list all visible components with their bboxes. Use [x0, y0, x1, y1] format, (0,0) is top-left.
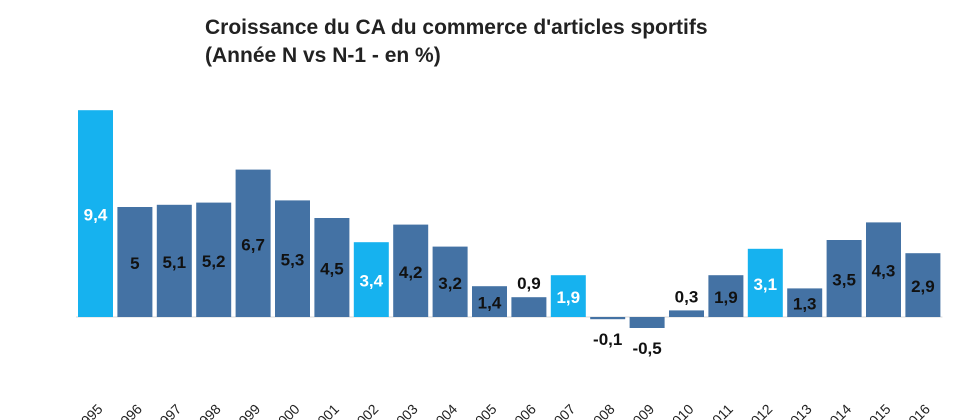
bar-2006 [511, 297, 547, 317]
x-tick-label-2002: 2002 [348, 401, 381, 420]
x-tick-label-1997: 1997 [151, 401, 184, 420]
x-tick-label-2007: 2007 [545, 401, 578, 420]
value-label-2010: 0,3 [675, 287, 699, 306]
x-tick-label-2004: 2004 [427, 401, 460, 420]
bar-2005 [472, 286, 507, 317]
value-label-2009: -0,5 [632, 339, 661, 358]
value-label-2016: 2,9 [911, 277, 935, 296]
bar-2007 [550, 275, 586, 317]
value-label-1998: 5,2 [202, 252, 226, 271]
x-tick-label-2000: 2000 [269, 401, 302, 420]
value-label-2011: 1,9 [714, 288, 738, 307]
x-tick-label-2008: 2008 [584, 401, 617, 420]
bar-2008 [590, 317, 626, 320]
value-label-2013: 1,3 [793, 295, 817, 314]
x-tick-label-2001: 2001 [309, 401, 342, 420]
value-label-2003: 4,2 [399, 263, 423, 282]
bar-2012 [747, 248, 783, 317]
x-tick-label-1995: 1995 [72, 401, 105, 420]
value-label-2001: 4,5 [320, 260, 344, 279]
bar-2001 [314, 218, 350, 317]
x-tick-label-2015: 2015 [860, 401, 893, 420]
bar-2015 [866, 222, 901, 317]
value-label-1997: 5,1 [162, 253, 186, 272]
value-label-2015: 4,3 [872, 262, 896, 281]
x-tick-label-2013: 2013 [781, 401, 814, 420]
x-tick-label-1999: 1999 [230, 401, 263, 420]
bar-2000 [275, 200, 310, 317]
value-label-2005: 1,4 [478, 294, 502, 313]
x-tick-label-2003: 2003 [387, 401, 420, 420]
value-label-1995: 9,4 [84, 206, 108, 225]
chart-title: Croissance du CA du commerce d'articles … [205, 16, 708, 39]
bar-1998 [196, 202, 232, 317]
bar-2004 [432, 246, 468, 317]
bar-2002 [353, 242, 389, 317]
value-label-2002: 3,4 [359, 272, 383, 291]
value-label-1999: 6,7 [241, 235, 265, 254]
bar-1997 [156, 204, 192, 317]
x-tick-label-1996: 1996 [112, 401, 145, 420]
value-label-2000: 5,3 [281, 251, 305, 270]
bar-2010 [669, 310, 704, 317]
value-label-2007: 1,9 [556, 288, 580, 307]
value-label-2008: -0,1 [593, 330, 622, 349]
bar-2016 [905, 253, 941, 317]
bar-2003 [393, 224, 429, 317]
bar-2013 [787, 288, 823, 317]
bar-1999 [235, 169, 271, 317]
x-tick-label-2011: 2011 [703, 401, 736, 420]
x-tick-label-2009: 2009 [624, 401, 657, 420]
bar-2009 [629, 317, 665, 328]
x-tick-label-2014: 2014 [821, 401, 854, 420]
value-label-2014: 3,5 [832, 271, 856, 290]
value-label-2006: 0,9 [517, 274, 541, 293]
x-tick-label-2016: 2016 [900, 401, 933, 420]
chart-subtitle: (Année N vs N-1 - en %) [205, 44, 441, 67]
bar-2014 [826, 240, 862, 317]
bar-2011 [708, 275, 744, 317]
chart-title-block: Croissance du CA du commerce d'articles … [205, 14, 708, 70]
bar-1995 [78, 110, 113, 317]
value-label-2012: 3,1 [753, 275, 777, 294]
x-tick-label-2005: 2005 [466, 401, 499, 420]
x-tick-label-2010: 2010 [663, 401, 696, 420]
value-label-1996: 5 [130, 254, 139, 273]
x-tick-label-1998: 1998 [190, 401, 223, 420]
x-tick-label-2012: 2012 [742, 401, 775, 420]
x-tick-label-2006: 2006 [506, 401, 539, 420]
value-label-2004: 3,2 [438, 274, 462, 293]
bar-1996 [117, 207, 153, 317]
